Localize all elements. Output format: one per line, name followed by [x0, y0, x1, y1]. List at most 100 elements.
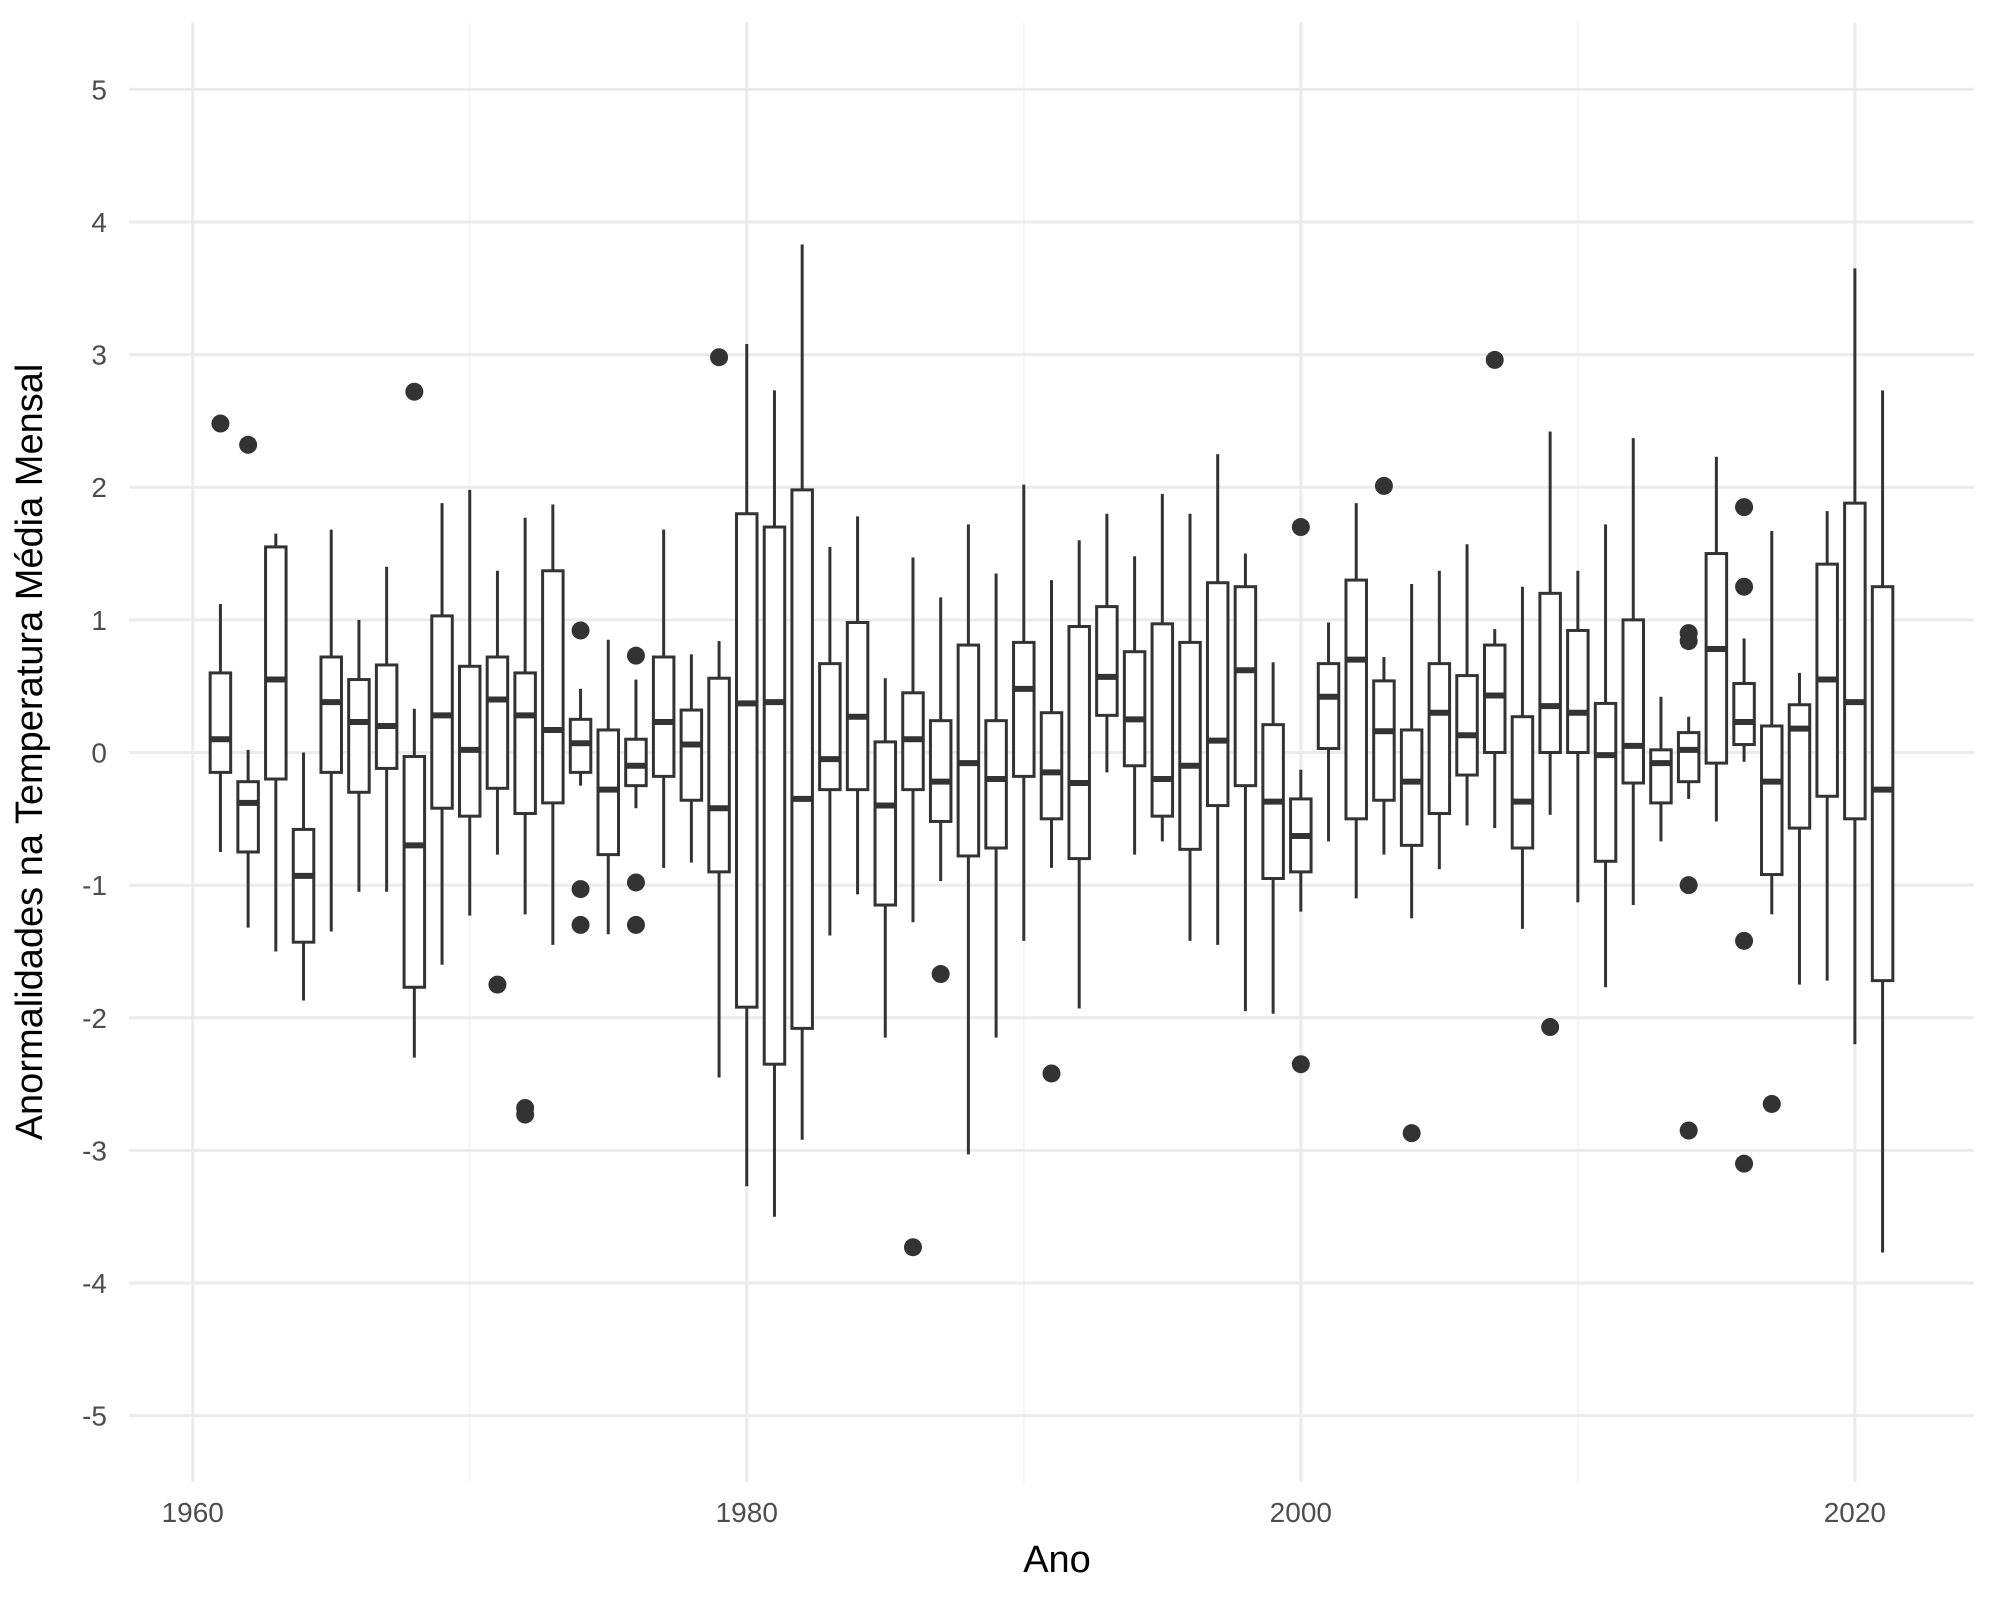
- iqr-box: [541, 569, 565, 805]
- outlier-point: [626, 646, 645, 665]
- outlier-point: [405, 382, 424, 401]
- box-1986: [901, 557, 925, 1257]
- iqr-box: [1012, 640, 1036, 778]
- box-1974: [568, 621, 593, 934]
- box-2020: [1843, 268, 1867, 1045]
- y-tick-label: 1: [91, 605, 107, 636]
- iqr-box: [430, 614, 454, 810]
- box-2019: [1815, 511, 1839, 981]
- box-1965: [319, 529, 343, 932]
- iqr-box: [291, 827, 316, 944]
- box-1963: [264, 533, 288, 952]
- iqr-box: [624, 737, 648, 788]
- y-tick-label: -5: [82, 1401, 107, 1432]
- outlier-point: [1735, 498, 1754, 517]
- outlier-point: [1679, 876, 1698, 895]
- box-2009: [1538, 431, 1562, 1037]
- box-1981: [762, 390, 787, 1217]
- iqr-box: [873, 740, 898, 907]
- iqr-box: [1122, 650, 1147, 768]
- box-2005: [1427, 570, 1452, 870]
- iqr-box: [1760, 724, 1784, 877]
- iqr-box: [347, 678, 371, 794]
- iqr-box: [984, 719, 1008, 850]
- outlier-point: [1374, 476, 1393, 495]
- outlier-point: [626, 915, 645, 934]
- iqr-box: [1344, 578, 1368, 821]
- iqr-box: [1399, 728, 1424, 847]
- x-tick-label: 2020: [1824, 1497, 1886, 1528]
- iqr-box: [818, 662, 842, 792]
- iqr-box: [1372, 679, 1396, 802]
- iqr-box: [236, 780, 260, 854]
- x-tick-label: 2000: [1270, 1497, 1332, 1528]
- y-tick-label: 3: [91, 340, 107, 371]
- box-1997: [1205, 454, 1230, 945]
- box-2018: [1787, 672, 1812, 985]
- x-axis-title: Ano: [1023, 1539, 1091, 1581]
- iqr-box: [762, 525, 787, 1066]
- outlier-point: [571, 880, 590, 899]
- iqr-box: [707, 676, 731, 874]
- box-1982: [790, 244, 814, 1140]
- outlier-point: [1679, 632, 1698, 651]
- iqr-box: [1510, 715, 1535, 850]
- iqr-box: [956, 643, 981, 858]
- outlier-point: [1291, 1055, 1310, 1074]
- boxes: [208, 244, 1895, 1257]
- box-1967: [374, 566, 399, 892]
- x-tick-label: 1960: [162, 1497, 224, 1528]
- iqr-box: [845, 621, 870, 792]
- y-tick-label: -1: [82, 870, 107, 901]
- outlier-point: [626, 873, 645, 892]
- iqr-box: [1870, 585, 1895, 983]
- iqr-box: [1621, 618, 1646, 785]
- iqr-box: [1676, 731, 1701, 784]
- y-axis-title: Anormalidades na Temperatura Média Mensa…: [9, 364, 51, 1141]
- box-2015: [1704, 456, 1729, 822]
- box-2014: [1676, 624, 1701, 1140]
- iqr-box: [651, 655, 676, 778]
- iqr-box: [1787, 703, 1812, 830]
- box-1984: [845, 516, 870, 895]
- iqr-box: [402, 754, 427, 989]
- box-1966: [347, 619, 371, 892]
- iqr-box: [1427, 662, 1452, 816]
- box-2001: [1316, 622, 1341, 842]
- iqr-box: [264, 545, 288, 781]
- box-1989: [984, 573, 1008, 1038]
- outlier-point: [516, 1105, 535, 1124]
- iqr-box: [1233, 585, 1258, 788]
- outlier-point: [1291, 518, 1310, 537]
- outlier-point: [1679, 1121, 1698, 1140]
- y-tick-label: -4: [82, 1268, 107, 1299]
- box-1961: [208, 414, 233, 852]
- box-1996: [1178, 513, 1202, 941]
- iqr-box: [1704, 552, 1729, 765]
- iqr-box: [1067, 624, 1091, 861]
- outlier-point: [1485, 350, 1504, 369]
- box-2000: [1289, 518, 1313, 1074]
- box-1994: [1122, 556, 1147, 855]
- box-2016: [1732, 498, 1756, 1173]
- box-1990: [1012, 484, 1036, 941]
- box-1985: [873, 678, 898, 1038]
- iqr-box: [1316, 662, 1341, 751]
- iqr-box: [1566, 628, 1590, 754]
- box-1993: [1095, 513, 1119, 773]
- iqr-box: [790, 488, 814, 1030]
- iqr-box: [319, 655, 343, 774]
- box-2003: [1372, 476, 1396, 855]
- outlier-point: [710, 348, 729, 367]
- box-1964: [291, 752, 316, 1001]
- y-tick-label: 5: [91, 74, 107, 105]
- box-2021: [1870, 390, 1895, 1253]
- iqr-box: [1482, 643, 1507, 755]
- box-1970: [457, 489, 482, 916]
- box-1991: [1039, 580, 1064, 1083]
- iqr-box: [1649, 748, 1673, 805]
- box-1972: [513, 517, 537, 1124]
- outlier-point: [239, 435, 258, 454]
